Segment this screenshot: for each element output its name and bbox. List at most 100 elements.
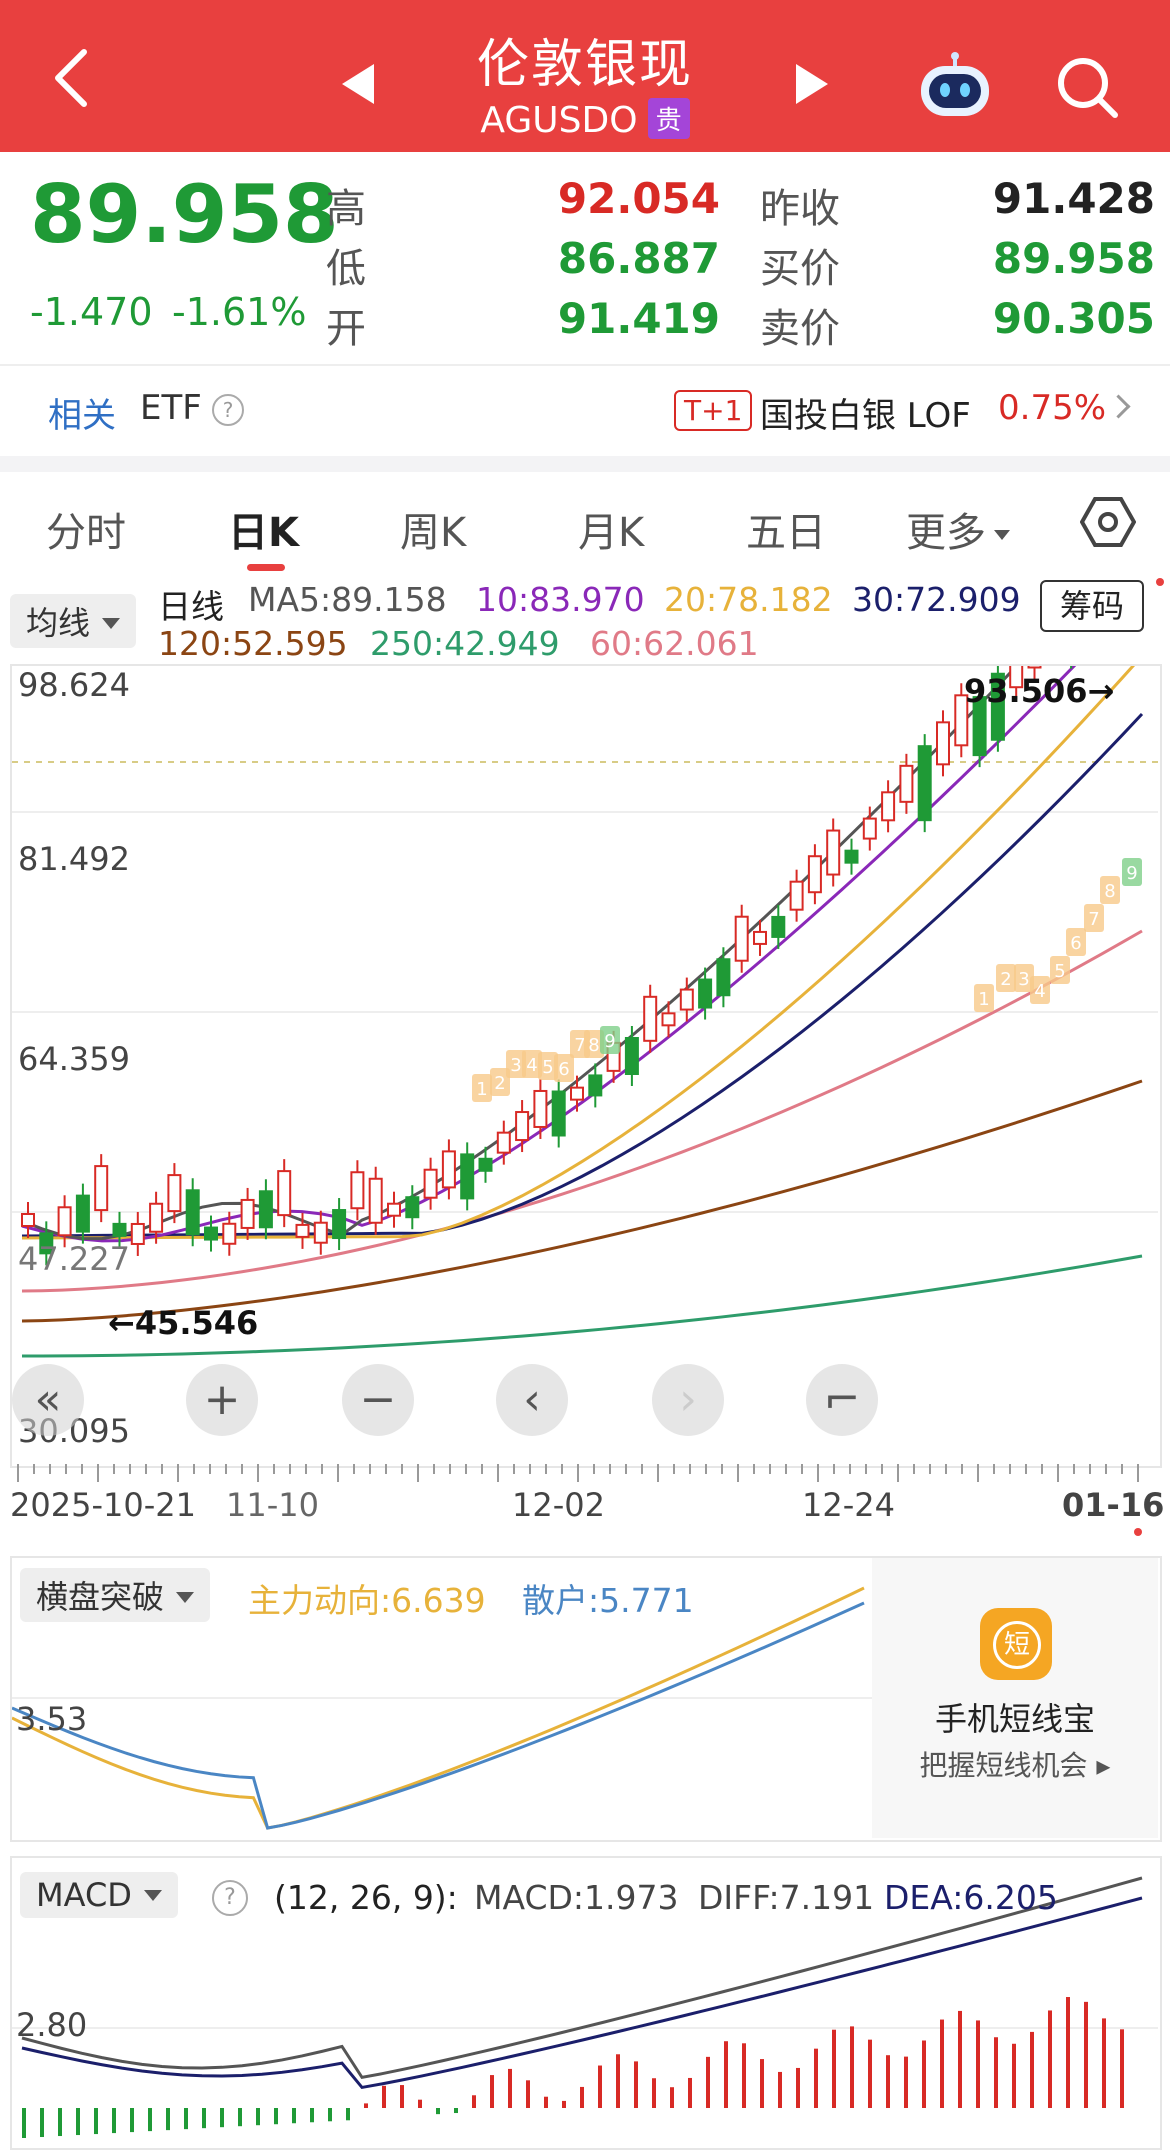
macd-bar [904,2056,908,2108]
short-line-app-icon[interactable]: 短 [980,1608,1052,1680]
candle [130,1222,145,1245]
ma10-value: 10:83.970 [476,580,645,619]
macd-bar [22,2108,26,2138]
back-arrow-icon[interactable] [50,48,90,108]
chevron-right-icon[interactable] [1106,394,1131,419]
candle [588,1074,603,1097]
candle [1009,666,1024,689]
related-label[interactable]: 相关 [48,396,116,436]
ma10-line [21,666,1077,1243]
indicator-mode-label: 均线 [26,604,91,642]
candle [716,958,731,997]
macd-bar [364,2103,368,2108]
td-sequence-marker-bg [1084,904,1104,932]
open-value: 91.419 [557,294,720,343]
retail-value: 散户:5.771 [522,1581,694,1620]
dea-line [21,1896,1143,2090]
candle [881,791,896,822]
x-axis-ticks [17,1464,1139,1482]
macd-bar [742,2043,746,2108]
section-separator [0,456,1170,472]
main-force-line [12,1586,865,1830]
tab-weekly-k[interactable]: 周K [400,510,467,556]
macd-bar [976,2020,980,2108]
td-sequence-marker-bg [522,1050,542,1078]
min-price-label: ←45.546 [108,1304,259,1342]
candle [826,829,841,876]
candle [844,849,859,864]
candle [698,978,713,1009]
td-sequence-marker: 4 [526,1055,537,1076]
candle [240,1198,255,1229]
macd-bar [166,2108,170,2131]
macd-bar [634,2061,638,2108]
td-sequence-marker-bg [1014,964,1034,992]
macd-bar [1012,2043,1016,2108]
tab-monthly-k[interactable]: 月K [578,510,645,556]
macd-bar [796,2067,800,2108]
chips-button[interactable]: 筹码 [1040,580,1144,632]
macd-bar [292,2108,296,2124]
candle [954,694,969,747]
assistant-robot-icon[interactable] [915,52,995,122]
metal-tag: 贵 [647,98,690,139]
macd-bar [616,2054,620,2108]
zoom-in-button[interactable]: + [186,1364,258,1436]
macd-bar [40,2108,44,2138]
prev-symbol-icon[interactable] [342,64,374,104]
ma60-value: 60:62.061 [590,624,759,663]
candle [21,1213,35,1227]
bid-label: 买价 [760,246,840,292]
td-sequence-marker-bg [1100,876,1120,904]
td-sequence-marker: 9 [604,1031,615,1052]
help-icon[interactable]: ? [212,394,244,426]
candle [167,1174,182,1213]
indicator-panel [10,1556,1162,1842]
fullscreen-button[interactable]: ⌐ [806,1364,878,1436]
tab-intraday[interactable]: 分时 [46,510,126,556]
macd-help-icon[interactable]: ? [212,1880,248,1916]
last-price: 89.958 [30,168,339,261]
td-sequence-marker-bg [584,1030,604,1058]
indicator-mode-dropdown[interactable]: 均线 [10,594,137,648]
scroll-left-button[interactable]: ‹ [496,1364,568,1436]
candle [441,1150,456,1189]
macd-bar [868,2039,872,2108]
macd-bar [202,2108,206,2129]
td-sequence-marker: 4 [1034,981,1045,1002]
settings-hexagon-icon[interactable] [1080,494,1136,550]
zoom-out-far-button[interactable]: « [12,1364,84,1436]
bid-value: 89.958 [992,234,1155,283]
macd-bar [238,2108,242,2127]
y-axis-label-top: 98.624 [18,666,130,704]
candle [39,1232,54,1255]
symbol-code: AGUSDO 贵 [0,98,1170,141]
scroll-right-button[interactable]: › [652,1364,724,1436]
macd-bar [1048,2010,1052,2108]
next-symbol-icon[interactable] [796,64,828,104]
zoom-out-button[interactable]: − [342,1364,414,1436]
candle [423,1168,438,1199]
candle [807,855,822,894]
macd-bar [382,2085,386,2108]
promo-card[interactable] [872,1558,1158,1838]
tab-five-day[interactable]: 五日 [746,510,826,556]
search-icon[interactable] [1055,55,1119,119]
macd-params: (12, 26, 9): [274,1878,458,1917]
macd-dropdown[interactable]: MACD [20,1872,178,1918]
related-fund-name[interactable]: 国投白银 LOF [760,396,971,436]
macd-bar [598,2065,602,2108]
candle [533,1089,548,1128]
tab-more[interactable]: 更多 [906,500,1010,558]
candle [222,1222,237,1245]
promo-title: 手机短线宝 [934,1700,1095,1738]
dropdown-caret-icon [143,1890,162,1901]
macd-chart [12,1876,1158,2138]
promo-subtitle[interactable]: 把握短线机会 ▸ [919,1749,1111,1782]
macd-bar [418,2099,422,2108]
macd-bar [814,2048,818,2108]
price-change-pct: -1.61% [172,290,307,334]
indicator1-dropdown[interactable]: 横盘突破 [20,1568,211,1622]
tab-daily-k[interactable]: 日K [228,510,299,556]
